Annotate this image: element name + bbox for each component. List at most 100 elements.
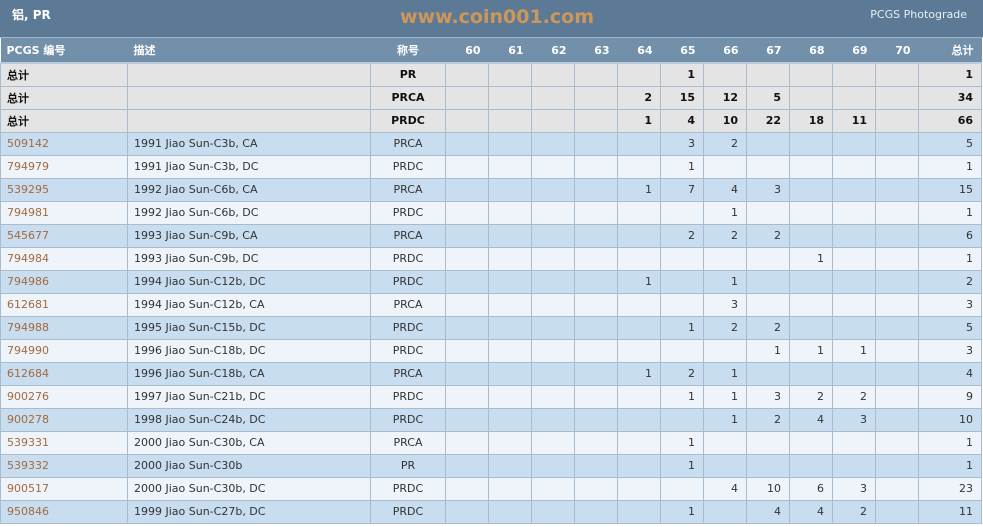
grade-cell (875, 177, 919, 202)
grade-cell: 6 (789, 476, 833, 501)
grade-cell (875, 62, 919, 87)
grade-cell (531, 430, 575, 455)
code-link[interactable]: 900517 (0, 476, 128, 501)
designation-cell: PRCA (370, 177, 446, 202)
grade-cell (875, 453, 919, 478)
grade-cell (703, 62, 747, 87)
total-label: 总计 (0, 85, 128, 110)
grade-cell: 3 (746, 177, 790, 202)
designation-cell: PRCA (370, 223, 446, 248)
designation-cell: PRDC (370, 246, 446, 271)
designation-cell: PRCA (370, 361, 446, 386)
grade-cell (488, 292, 532, 317)
designation-cell: PRCA (370, 430, 446, 455)
grade-cell: 1 (617, 177, 661, 202)
grade-cell (574, 384, 618, 409)
code-link[interactable]: 612684 (0, 361, 128, 386)
grade-cell (875, 131, 919, 156)
grade-cell (703, 154, 747, 179)
code-link[interactable]: 794990 (0, 338, 128, 363)
grade-cell (617, 407, 661, 432)
grade-cell: 10 (746, 476, 790, 501)
grade-cell: 12 (703, 85, 747, 110)
desc-cell: 1995 Jiao Sun-C15b, DC (127, 315, 371, 340)
total-label: 总计 (0, 108, 128, 133)
grade-cell (660, 200, 704, 225)
grade-cell (789, 177, 833, 202)
table-row: 794981 1992 Jiao Sun-C6b, DC PRDC 1 1 (0, 200, 982, 225)
desc-cell: 1998 Jiao Sun-C24b, DC (127, 407, 371, 432)
grade-cell: 4 (789, 499, 833, 524)
code-link[interactable]: 539295 (0, 177, 128, 202)
grade-cell (875, 338, 919, 363)
grade-cell (703, 453, 747, 478)
grade-cell: 2 (832, 384, 876, 409)
grade-cell: 3 (832, 476, 876, 501)
grade-cell: 1 (703, 361, 747, 386)
grade-cell (789, 453, 833, 478)
grade-cell: 1 (660, 430, 704, 455)
grade-cell (445, 200, 489, 225)
grade-cell (574, 453, 618, 478)
grade-cell (445, 246, 489, 271)
grade-cell (574, 361, 618, 386)
grade-cell: 3 (703, 292, 747, 317)
code-link[interactable]: 794979 (0, 154, 128, 179)
grade-cell (617, 131, 661, 156)
code-link[interactable]: 612681 (0, 292, 128, 317)
grade-cell: 10 (703, 108, 747, 133)
code-link[interactable]: 794984 (0, 246, 128, 271)
grade-cell (488, 269, 532, 294)
grade-cell (531, 108, 575, 133)
grade-cell (617, 200, 661, 225)
code-link[interactable]: 509142 (0, 131, 128, 156)
col-total: 总计 (918, 38, 982, 64)
grade-cell (488, 338, 532, 363)
designation-cell: PRDC (370, 338, 446, 363)
grade-cell (832, 246, 876, 271)
grade-cell (488, 476, 532, 501)
total-cell: 1 (918, 62, 982, 87)
grade-cell (574, 62, 618, 87)
grade-cell: 2 (660, 361, 704, 386)
table-row: 794979 1991 Jiao Sun-C3b, DC PRDC 1 1 (0, 154, 982, 179)
designation-cell: PRDC (370, 315, 446, 340)
grade-cell (488, 131, 532, 156)
grade-cell: 1 (703, 384, 747, 409)
grade-cell (445, 85, 489, 110)
grade-cell (789, 315, 833, 340)
grade-cell: 2 (746, 315, 790, 340)
grade-cell (488, 108, 532, 133)
code-link[interactable]: 950846 (0, 499, 128, 524)
code-link[interactable]: 539332 (0, 453, 128, 478)
grade-cell (531, 223, 575, 248)
grade-cell (617, 223, 661, 248)
col-grade-69: 69 (832, 38, 876, 64)
grade-cell: 2 (746, 223, 790, 248)
column-header-row: PCGS 编号 描述 称号 60 61 62 63 64 65 66 67 68 69 70 总计 (0, 38, 982, 64)
total-cell: 5 (918, 131, 982, 156)
grade-cell (875, 476, 919, 501)
code-link[interactable]: 900276 (0, 384, 128, 409)
code-link[interactable]: 545677 (0, 223, 128, 248)
code-link[interactable]: 900278 (0, 407, 128, 432)
grade-cell (875, 85, 919, 110)
grade-cell (789, 200, 833, 225)
grade-cell (789, 269, 833, 294)
table-row: 794990 1996 Jiao Sun-C18b, DC PRDC 1 1 1 3 (0, 338, 982, 363)
designation-cell: PRDC (370, 269, 446, 294)
grade-cell (617, 292, 661, 317)
grade-cell (660, 407, 704, 432)
code-link[interactable]: 794981 (0, 200, 128, 225)
code-link[interactable]: 539331 (0, 430, 128, 455)
desc-cell: 1999 Jiao Sun-C27b, DC (127, 499, 371, 524)
grade-cell (531, 476, 575, 501)
grade-cell (531, 361, 575, 386)
grade-cell (875, 384, 919, 409)
total-cell: 66 (918, 108, 982, 133)
code-link[interactable]: 794988 (0, 315, 128, 340)
grade-cell (746, 246, 790, 271)
total-cell: 1 (918, 246, 982, 271)
code-link[interactable]: 794986 (0, 269, 128, 294)
total-cell: 2 (918, 269, 982, 294)
